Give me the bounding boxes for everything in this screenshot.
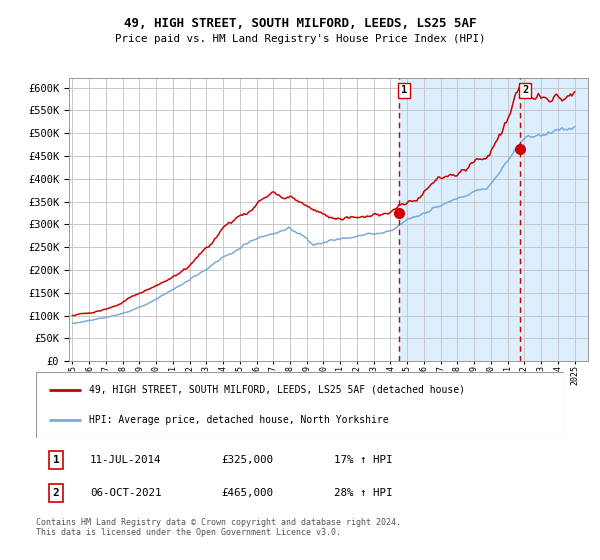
Text: 28% ↑ HPI: 28% ↑ HPI bbox=[334, 488, 392, 498]
Text: 11-JUL-2014: 11-JUL-2014 bbox=[90, 455, 161, 465]
Text: HPI: Average price, detached house, North Yorkshire: HPI: Average price, detached house, Nort… bbox=[89, 415, 388, 425]
Text: 1: 1 bbox=[401, 86, 407, 95]
Text: 2: 2 bbox=[522, 86, 528, 95]
Text: 49, HIGH STREET, SOUTH MILFORD, LEEDS, LS25 5AF: 49, HIGH STREET, SOUTH MILFORD, LEEDS, L… bbox=[124, 17, 476, 30]
Text: 1: 1 bbox=[53, 455, 59, 465]
Text: Price paid vs. HM Land Registry's House Price Index (HPI): Price paid vs. HM Land Registry's House … bbox=[115, 34, 485, 44]
FancyBboxPatch shape bbox=[36, 372, 564, 438]
Text: Contains HM Land Registry data © Crown copyright and database right 2024.
This d: Contains HM Land Registry data © Crown c… bbox=[36, 518, 401, 538]
Text: 17% ↑ HPI: 17% ↑ HPI bbox=[334, 455, 392, 465]
Text: 06-OCT-2021: 06-OCT-2021 bbox=[90, 488, 161, 498]
Text: 49, HIGH STREET, SOUTH MILFORD, LEEDS, LS25 5AF (detached house): 49, HIGH STREET, SOUTH MILFORD, LEEDS, L… bbox=[89, 385, 465, 395]
Text: £325,000: £325,000 bbox=[221, 455, 273, 465]
Text: 2: 2 bbox=[53, 488, 59, 498]
Text: £465,000: £465,000 bbox=[221, 488, 273, 498]
Bar bbox=[400, 78, 588, 361]
